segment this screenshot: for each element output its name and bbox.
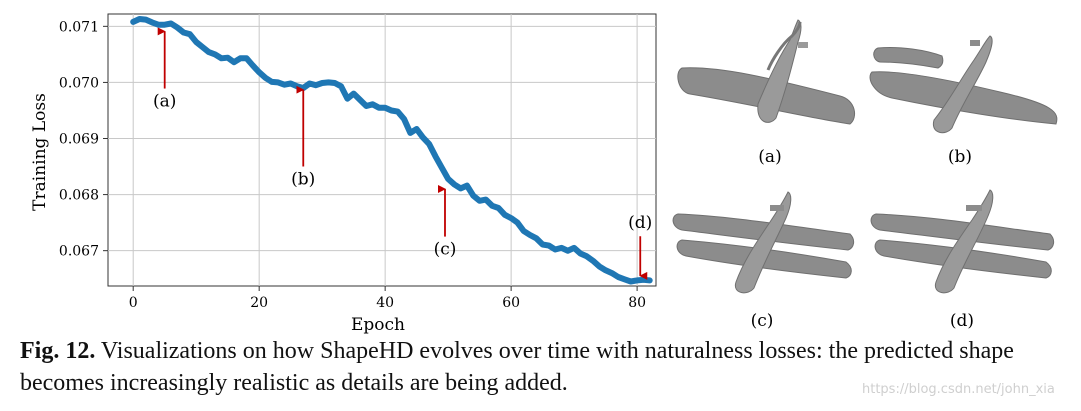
figure-caption: Fig. 12. Visualizations on how ShapeHD e…	[20, 335, 1070, 399]
shape-label-d: (d)	[950, 311, 974, 331]
training-loss-chart: 0 20 40 60 80 0.067 0.068 0.069 0.070 0.071 (a) (b…	[30, 13, 657, 335]
shape-render-c	[672, 191, 855, 294]
y-tick-label: 0.067	[59, 244, 99, 260]
x-tick-label: 0	[129, 295, 138, 311]
x-tick-label: 20	[250, 295, 268, 311]
shape-render-d	[870, 189, 1055, 294]
annotation-label: (c)	[434, 240, 457, 260]
annotations: (a) (b) (c) (d)	[153, 27, 652, 280]
y-tick-label: 0.068	[59, 188, 99, 204]
axis-ticks: 0 20 40 60 80 0.067 0.068 0.069 0.070 0.071	[59, 19, 646, 311]
caption-text: Visualizations on how ShapeHD evolves ov…	[20, 338, 1014, 396]
y-tick-label: 0.071	[59, 19, 99, 35]
shape-label-b: (b)	[948, 147, 972, 167]
plot-area	[107, 13, 657, 287]
training-loss-line	[130, 16, 653, 285]
y-tick-label: 0.070	[59, 75, 99, 91]
shape-render-a	[677, 19, 856, 125]
annotation-label: (b)	[291, 169, 315, 189]
shape-label-a: (a)	[758, 147, 781, 167]
y-tick-label: 0.069	[59, 132, 99, 148]
x-tick-label: 80	[628, 295, 646, 311]
x-axis-label: Epoch	[351, 315, 405, 335]
y-axis-label: Training Loss	[30, 93, 50, 211]
shape-render-b	[869, 35, 1058, 134]
x-tick-label: 60	[502, 295, 520, 311]
shape-renders-panel: (a) (b) (c) (d)	[672, 19, 1058, 331]
shape-label-c: (c)	[751, 311, 774, 331]
annotation-label: (d)	[628, 213, 652, 233]
caption-label: Fig. 12.	[20, 338, 96, 364]
annotation-label: (a)	[153, 92, 176, 112]
x-tick-label: 40	[376, 295, 394, 311]
watermark: https://blog.csdn.net/john_xia	[862, 382, 1055, 397]
